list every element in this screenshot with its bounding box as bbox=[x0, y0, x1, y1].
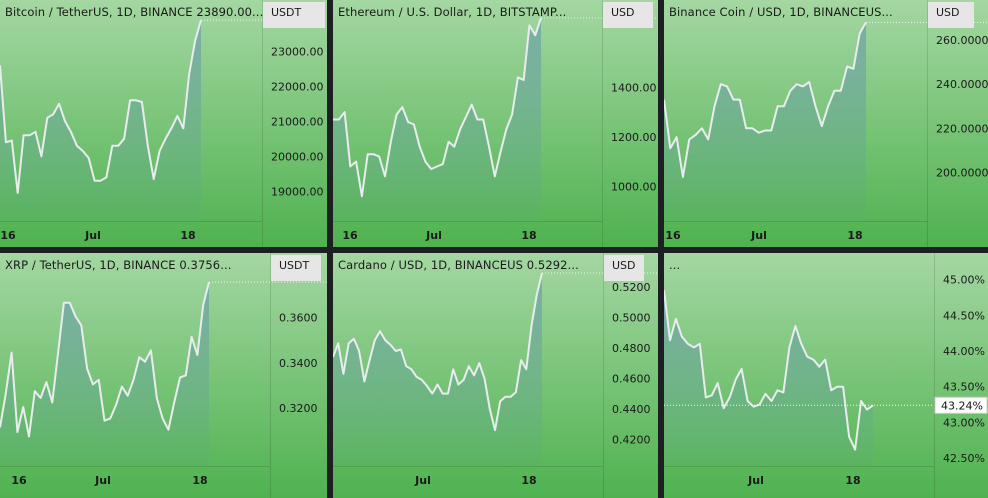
x-tick-label: Jul bbox=[94, 474, 111, 487]
x-tick-label: Jul bbox=[414, 474, 431, 487]
currency-badge[interactable] bbox=[604, 255, 644, 281]
y-tick-label: 240.0000 bbox=[936, 78, 988, 91]
x-tick-label: 18 bbox=[180, 229, 195, 242]
x-tick-label: 18 bbox=[847, 229, 862, 242]
currency-label: USD bbox=[936, 6, 960, 19]
series-line bbox=[333, 17, 542, 198]
y-tick-label: 260.0000 bbox=[936, 34, 988, 47]
y-tick-label: 1000.00 bbox=[611, 180, 657, 193]
series-area bbox=[333, 18, 541, 221]
y-tick-label: 1200.00 bbox=[611, 131, 657, 144]
pane-ada[interactable]: 0.4200 0.4400 0.4600 0.4800 0.5000 0.5200 Jul 1… bbox=[333, 253, 658, 498]
y-tick-label: 0.3400 bbox=[279, 357, 318, 370]
pane-title: Ethereum / U.S. Dollar, 1D, BITSTAMP... bbox=[338, 5, 567, 19]
y-tick-label: 0.4400 bbox=[612, 403, 651, 416]
pane-btc[interactable]: 19000.00 20000.00 21000.00 22000.00 23000.00… bbox=[0, 0, 327, 247]
chart-svg: 200.0000 220.0000 240.0000 260.0000 16 Jul 18 U… bbox=[664, 0, 988, 247]
currency-badge[interactable] bbox=[928, 2, 974, 28]
y-tick-label: 0.5000 bbox=[612, 311, 651, 324]
pane-eth[interactable]: 1000.00 1200.00 1400.00 16 Jul 18 USD Ethereum … bbox=[333, 0, 658, 247]
x-tick-label: 16 bbox=[0, 229, 16, 242]
y-tick-label: 21000.00 bbox=[271, 115, 324, 128]
series-area bbox=[0, 20, 201, 221]
series-line bbox=[0, 281, 210, 438]
pane-pct[interactable]: 42.50% 43.00% 43.50% 44.00% 44.50% 45.00% Jul 1… bbox=[664, 253, 988, 498]
currency-label: USDT bbox=[271, 6, 302, 19]
series-line bbox=[664, 21, 867, 178]
chart-svg: 19000.00 20000.00 21000.00 22000.00 23000.00… bbox=[0, 0, 327, 247]
chart-svg: 1000.00 1200.00 1400.00 16 Jul 18 USD bbox=[333, 0, 658, 247]
series-line bbox=[0, 19, 202, 194]
y-tick-label: 0.5200 bbox=[612, 281, 651, 294]
y-tick-label: 200.0000 bbox=[936, 166, 988, 179]
y-tick-label: 0.4600 bbox=[612, 372, 651, 385]
currency-label: USDT bbox=[279, 259, 310, 272]
currency-badge[interactable] bbox=[603, 2, 653, 28]
y-tick-label: 22000.00 bbox=[271, 80, 324, 93]
currency-label: USD bbox=[611, 6, 635, 19]
pane-title: ... bbox=[669, 258, 681, 272]
y-tick-label: 23000.00 bbox=[271, 45, 324, 58]
pane-bnb[interactable]: 200.0000 220.0000 240.0000 260.0000 16 Jul 18 U… bbox=[664, 0, 988, 247]
currency-badge[interactable] bbox=[271, 255, 321, 281]
y-tick-label: 43.50% bbox=[943, 381, 985, 394]
y-tick-label: 43.00% bbox=[943, 416, 985, 429]
pane-title: Bitcoin / TetherUS, 1D, BINANCE 23890.00… bbox=[5, 5, 264, 19]
x-tick-label: 18 bbox=[521, 474, 536, 487]
y-tick-label: 45.00% bbox=[943, 274, 985, 287]
x-tick-label: Jul bbox=[84, 229, 101, 242]
series-line bbox=[664, 290, 874, 451]
pane-title: Binance Coin / USD, 1D, BINANCEUS... bbox=[669, 5, 893, 19]
series-area bbox=[664, 22, 866, 222]
currency-badge[interactable] bbox=[263, 2, 325, 28]
chart-svg: 0.4200 0.4400 0.4600 0.4800 0.5000 0.5200 Jul 1… bbox=[333, 253, 658, 498]
x-tick-label: 16 bbox=[342, 229, 358, 242]
x-tick-label: 16 bbox=[11, 474, 27, 487]
last-value-label: 43.24% bbox=[941, 399, 983, 412]
x-tick-label: 18 bbox=[192, 474, 207, 487]
x-tick-label: 18 bbox=[521, 229, 536, 242]
x-tick-label: Jul bbox=[425, 229, 442, 242]
y-tick-label: 0.4200 bbox=[612, 433, 651, 446]
series-area bbox=[0, 282, 209, 466]
y-tick-label: 44.00% bbox=[943, 345, 985, 358]
last-value-badge bbox=[934, 396, 988, 414]
y-tick-label: 44.50% bbox=[943, 309, 985, 322]
x-tick-label: 16 bbox=[665, 229, 681, 242]
chart-svg: 42.50% 43.00% 43.50% 44.00% 44.50% 45.00% Jul 1… bbox=[664, 253, 988, 498]
pane-xrp[interactable]: 0.3200 0.3400 0.3600 16 Jul 18 USDT XRP / Tethe… bbox=[0, 253, 327, 498]
series-line bbox=[333, 272, 543, 432]
series-area bbox=[333, 273, 542, 466]
chart-svg: 0.3200 0.3400 0.3600 16 Jul 18 USDT bbox=[0, 253, 327, 498]
x-tick-label: Jul bbox=[750, 229, 767, 242]
y-tick-label: 0.3200 bbox=[279, 402, 318, 415]
pane-title: XRP / TetherUS, 1D, BINANCE 0.3756... bbox=[5, 258, 232, 272]
y-tick-label: 42.50% bbox=[943, 452, 985, 465]
y-tick-label: 1400.00 bbox=[611, 81, 657, 94]
y-tick-label: 0.3600 bbox=[279, 311, 318, 324]
series-area bbox=[664, 290, 873, 466]
currency-label: USD bbox=[612, 259, 636, 272]
y-tick-label: 220.0000 bbox=[936, 122, 988, 135]
y-tick-label: 19000.00 bbox=[271, 185, 324, 198]
y-tick-label: 0.4800 bbox=[612, 342, 651, 355]
y-tick-label: 20000.00 bbox=[271, 150, 324, 163]
pane-title: Cardano / USD, 1D, BINANCEUS 0.5292... bbox=[338, 258, 579, 272]
x-tick-label: 18 bbox=[845, 474, 860, 487]
x-tick-label: Jul bbox=[747, 474, 764, 487]
